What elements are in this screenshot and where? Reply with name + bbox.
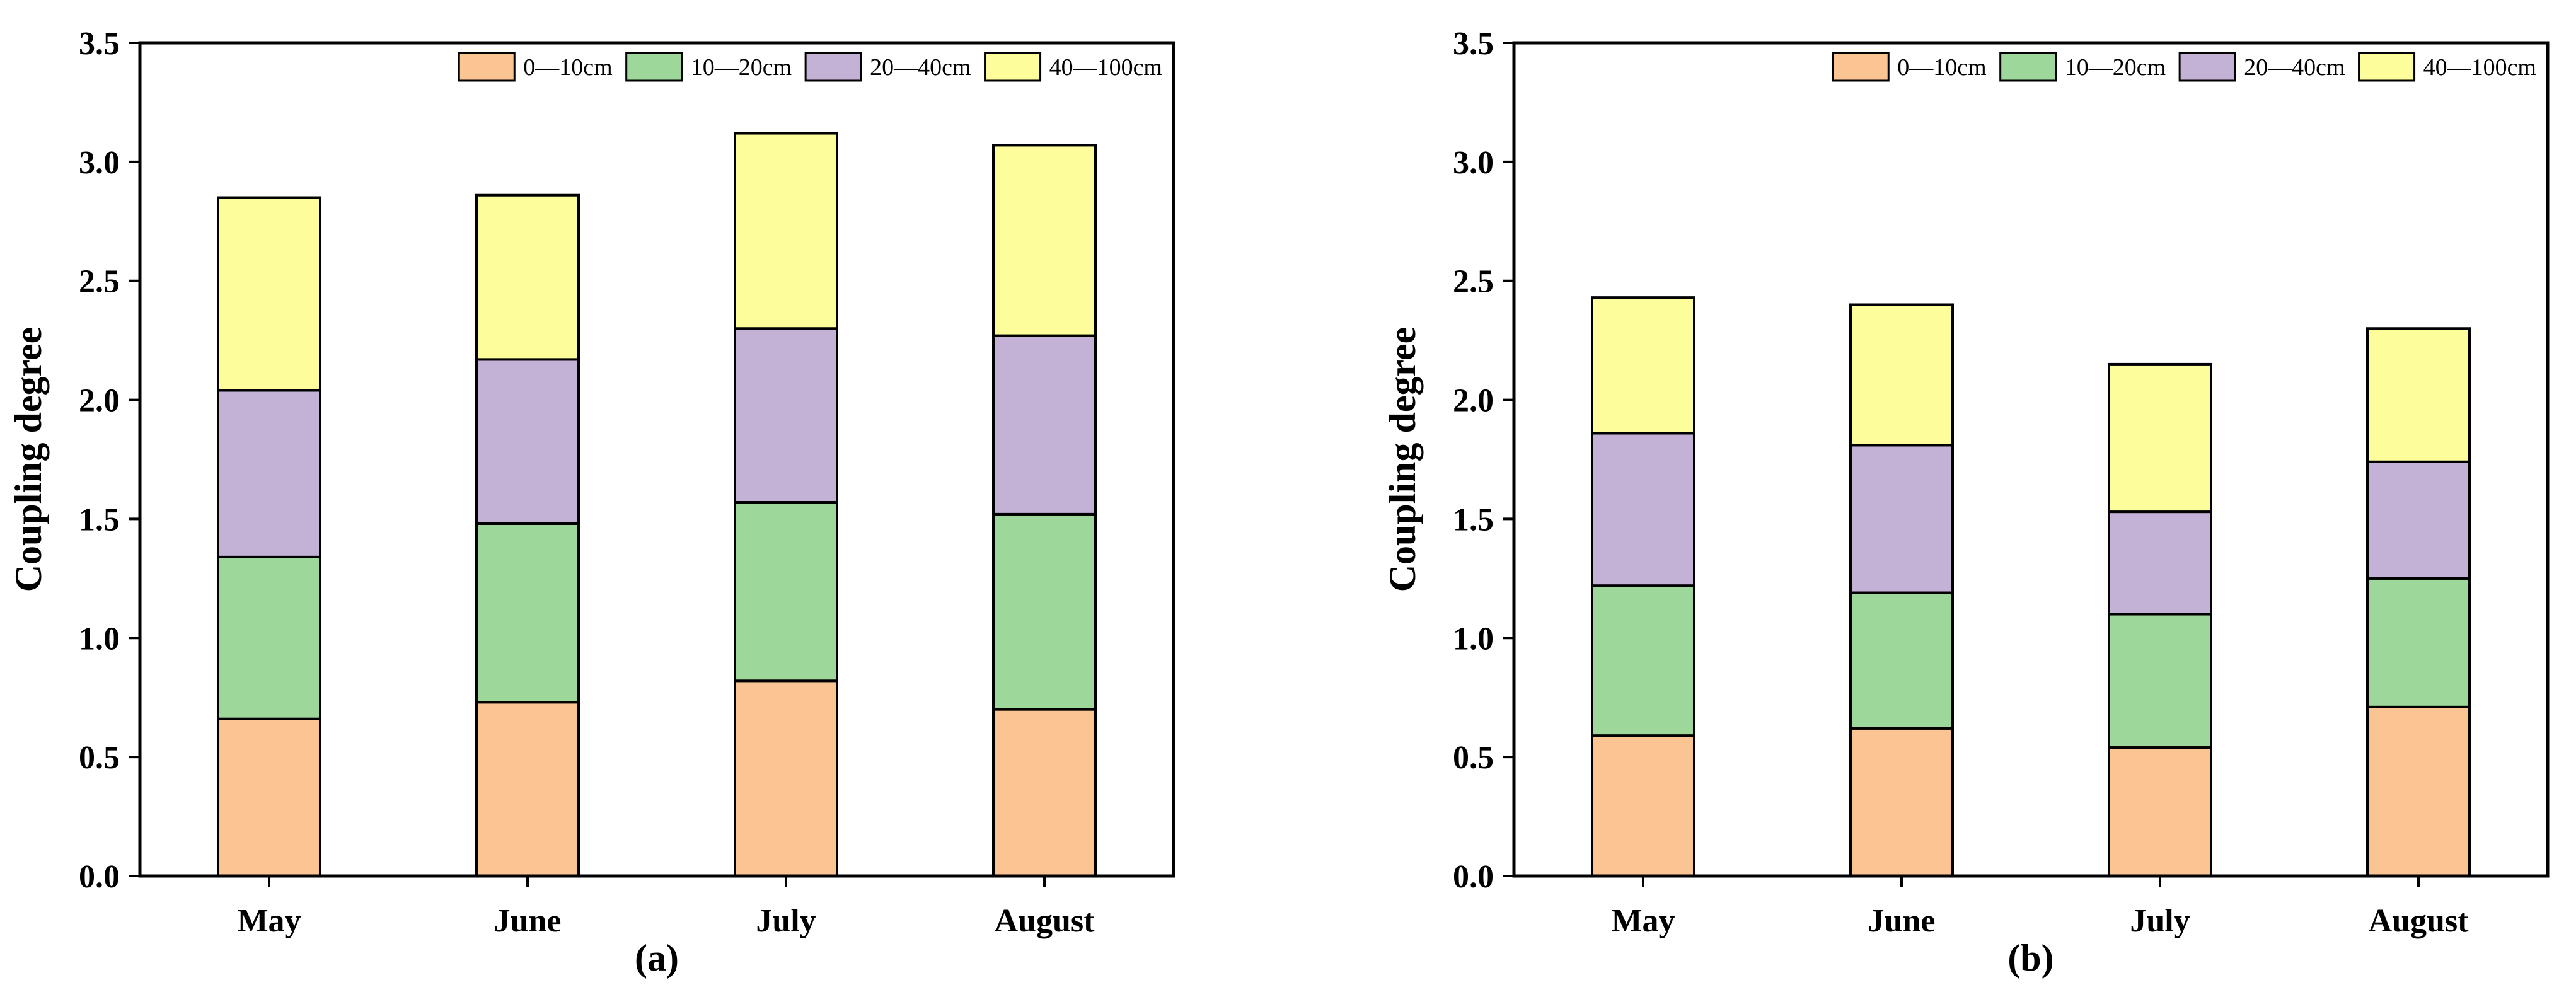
bar-june-series-2 (1849, 444, 1954, 594)
bar-june-series-3 (1849, 303, 1954, 447)
bar-june-series-1 (475, 522, 580, 704)
legend-swatch (1832, 52, 1890, 82)
y-tick-label: 3.0 (1453, 145, 1494, 181)
legend-swatch (2178, 52, 2236, 82)
legend-swatch (458, 52, 516, 82)
bar-august-series-0 (2366, 705, 2471, 878)
bar-may-series-3 (1591, 296, 1695, 435)
bar-july-series-3 (734, 132, 838, 330)
bar-june-series-0 (475, 701, 580, 877)
legend-label: 0—10cm (523, 54, 612, 81)
bar-august-series-3 (992, 144, 1097, 337)
bar-august-series-2 (2366, 460, 2471, 580)
x-category-label: June (1868, 903, 1936, 939)
bar-may-series-2 (1591, 432, 1695, 587)
x-category-label: July (2130, 903, 2190, 939)
x-category-label: June (494, 903, 562, 939)
bar-may-series-3 (217, 196, 321, 392)
y-axis-title: Coupling degree (8, 327, 49, 592)
legend-swatch (984, 52, 1042, 82)
bar-june-series-1 (1849, 591, 1954, 730)
panel-label: (b) (2007, 937, 2053, 979)
bar-july-series-2 (734, 327, 838, 504)
bar-august-series-1 (992, 512, 1097, 711)
panel-label: (a) (635, 937, 679, 979)
legend: 0—10cm 10—20cm 20—40cm 40—100cm (458, 52, 1162, 82)
chart-panel-1: 0.0 0.5 1.0 1.5 2.0 2.5 3.0 3.5 May June July Augus… (1382, 26, 2550, 979)
bar-june-series-2 (475, 358, 580, 525)
bar-june-series-0 (1849, 727, 1954, 877)
legend: 0—10cm 10—20cm 20—40cm 40—100cm (1832, 52, 2536, 82)
legend-label: 20—40cm (2244, 54, 2345, 81)
bar-may-series-2 (217, 389, 321, 558)
x-category-label: August (995, 903, 1095, 939)
y-tick-label: 2.0 (79, 383, 120, 419)
legend-swatch (625, 52, 683, 82)
bar-may-series-0 (217, 717, 321, 878)
y-tick-label: 3.5 (1453, 26, 1494, 62)
y-tick-label: 1.5 (79, 502, 120, 538)
bar-may-series-0 (1591, 734, 1695, 877)
y-tick-label: 0.5 (79, 740, 120, 776)
legend-swatch (1999, 52, 2057, 82)
bar-july-series-3 (2108, 362, 2212, 514)
y-tick-label: 2.5 (79, 264, 120, 300)
y-axis-title: Coupling degree (1382, 327, 1423, 592)
y-tick-label: 0.0 (79, 859, 120, 895)
y-tick-label: 1.0 (1453, 621, 1494, 657)
legend-label: 10—20cm (691, 54, 792, 81)
legend-label: 40—100cm (1049, 54, 1162, 81)
bar-june-series-3 (475, 193, 580, 361)
y-tick-label: 3.0 (79, 145, 120, 181)
bar-may-series-1 (1591, 584, 1695, 737)
bar-july-series-2 (2108, 510, 2212, 616)
plot-frame (138, 41, 1175, 878)
plot-frame (1512, 41, 2550, 878)
y-tick-label: 1.0 (79, 621, 120, 657)
legend-label: 40—100cm (2423, 54, 2536, 81)
x-category-label: July (756, 903, 816, 939)
bar-july-series-0 (734, 679, 838, 877)
legend-swatch (804, 52, 862, 82)
y-tick-label: 2.5 (1453, 264, 1494, 300)
bar-august-series-3 (2366, 327, 2471, 463)
x-category-label: August (2369, 903, 2469, 939)
legend-label: 20—40cm (870, 54, 971, 81)
legend-label: 0—10cm (1897, 54, 1986, 81)
bar-july-series-0 (2108, 746, 2212, 878)
bar-may-series-1 (217, 555, 321, 720)
y-tick-label: 2.0 (1453, 383, 1494, 419)
x-category-label: May (237, 903, 301, 939)
x-category-label: May (1611, 903, 1675, 939)
y-tick-label: 0.5 (1453, 740, 1494, 776)
bar-august-series-2 (992, 334, 1097, 516)
bar-july-series-1 (734, 500, 838, 683)
bar-july-series-1 (2108, 613, 2212, 749)
y-tick-label: 0.0 (1453, 859, 1494, 895)
legend-label: 10—20cm (2065, 54, 2166, 81)
chart-panel-0: 0.0 0.5 1.0 1.5 2.0 2.5 3.0 3.5 May June July Augus… (8, 26, 1175, 979)
y-tick-label: 1.5 (1453, 502, 1494, 538)
legend-swatch (2358, 52, 2416, 82)
y-tick-label: 3.5 (79, 26, 120, 62)
bar-august-series-1 (2366, 577, 2471, 708)
bar-august-series-0 (992, 708, 1097, 877)
